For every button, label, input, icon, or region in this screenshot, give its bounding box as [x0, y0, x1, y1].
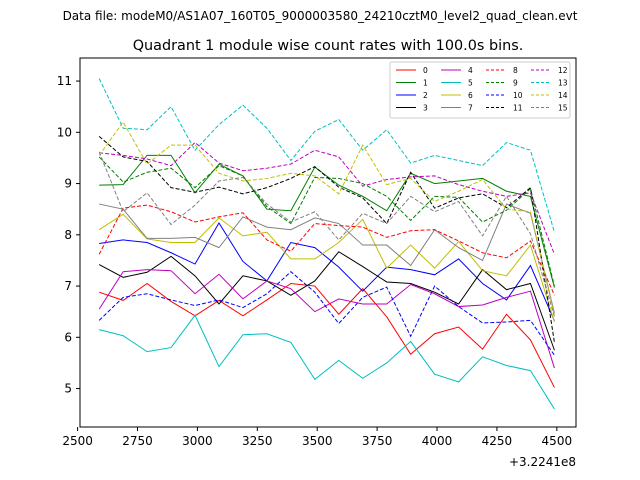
suptitle: Data file: modeM0/AS1A07_160T05_90000035…: [63, 9, 578, 23]
legend-label-10: 10: [513, 91, 523, 100]
series-line-9: [98, 156, 555, 287]
legend-label-15: 15: [558, 104, 568, 113]
legend-label-5: 5: [468, 79, 473, 88]
series-line-14: [98, 121, 555, 316]
y-tick-label: 5: [64, 382, 72, 396]
legend-label-14: 14: [558, 91, 568, 100]
series-line-8: [98, 204, 555, 296]
series-line-11: [98, 136, 555, 343]
legend-label-8: 8: [513, 66, 518, 75]
series-line-3: [98, 251, 555, 351]
series-line-5: [99, 314, 555, 410]
legend-label-0: 0: [423, 66, 428, 75]
legend-label-13: 13: [558, 79, 568, 88]
y-axis: 5 6 7 8 9 10 11: [57, 74, 80, 396]
legend-label-3: 3: [423, 104, 428, 113]
series-line-10: [98, 271, 555, 356]
x-tick-label: 3000: [182, 434, 213, 448]
x-tick-label: 3500: [302, 434, 333, 448]
series-line-7: [99, 203, 555, 314]
x-tick-label: 2500: [62, 434, 93, 448]
plot-frame: [79, 57, 577, 428]
x-tick-label: 4000: [422, 434, 453, 448]
legend-label-2: 2: [423, 91, 428, 100]
x-tick-label: 3250: [242, 434, 273, 448]
y-tick-label: 10: [57, 125, 72, 139]
series-line-13: [98, 78, 555, 233]
legend-label-9: 9: [513, 79, 518, 88]
x-axis: 2500 2750 3000 3250 3500 3750 4000 4250 4500: [62, 427, 572, 448]
y-tick-label: 8: [64, 228, 72, 242]
series-line-12: [99, 141, 555, 255]
x-tick-label: 4250: [482, 434, 513, 448]
x-tick-label: 4500: [542, 434, 573, 448]
chart-title: Quadrant 1 module wise count rates with …: [133, 38, 524, 54]
legend-label-4: 4: [468, 66, 473, 75]
x-offset-label: +3.2241e8: [509, 455, 576, 469]
plot-area: [80, 58, 576, 427]
legend-label-6: 6: [468, 91, 473, 100]
series-layer: [98, 78, 555, 410]
legend-label-7: 7: [468, 104, 473, 113]
y-tick-label: 11: [57, 74, 72, 88]
legend-label-11: 11: [513, 104, 523, 113]
legend-label-12: 12: [558, 66, 568, 75]
series-line-4: [98, 269, 555, 369]
y-tick-label: 6: [64, 330, 72, 344]
series-line-2: [99, 222, 555, 322]
legend-box: [389, 61, 571, 119]
legend-label-1: 1: [423, 79, 428, 88]
series-line-6: [98, 213, 555, 323]
series-line-15: [98, 151, 555, 317]
x-tick-label: 3750: [362, 434, 393, 448]
series-line-0: [99, 282, 555, 388]
y-tick-label: 7: [64, 279, 72, 293]
y-tick-label: 9: [64, 177, 72, 191]
x-tick-label: 2750: [122, 434, 153, 448]
